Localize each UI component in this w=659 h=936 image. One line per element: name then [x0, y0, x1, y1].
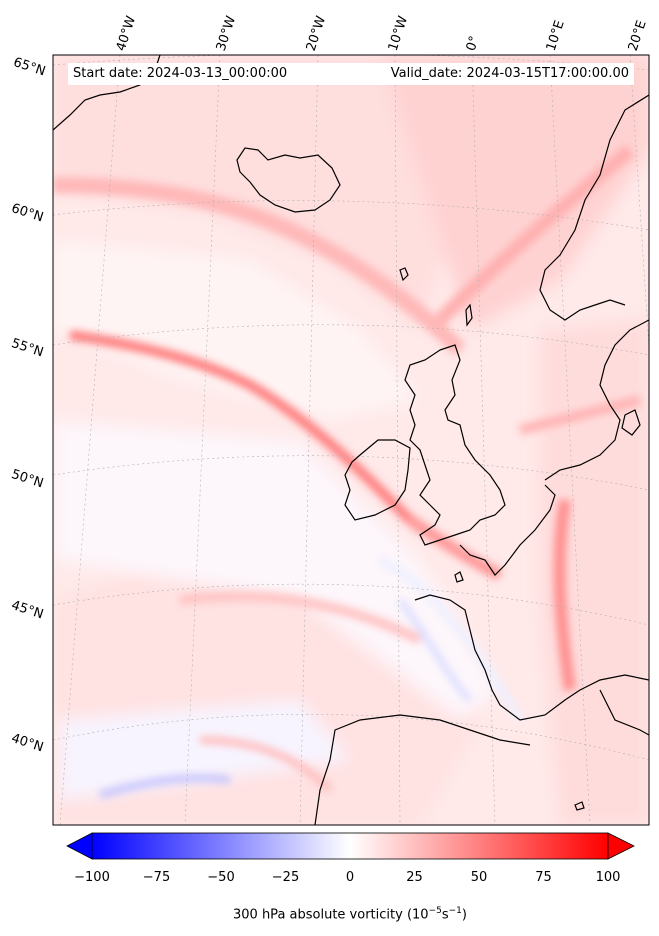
denmark-coast — [544, 319, 649, 481]
start-date-text: Start date: 2024-03-13_00:00:00 — [73, 66, 288, 81]
colorbar-tick: 75 — [535, 870, 552, 885]
colorbar-tick: −50 — [207, 870, 235, 885]
colorbar-tick: 25 — [406, 870, 423, 885]
colorbar-max-extend — [607, 832, 635, 860]
channel-coast — [459, 484, 556, 576]
channel-island — [454, 571, 464, 583]
mediterranean-coast — [599, 689, 649, 736]
colorbar-gradient — [91, 832, 609, 860]
biscay-coast — [414, 594, 649, 721]
map-area — [53, 55, 649, 825]
colorbar-label-exp1: −5 — [428, 906, 442, 916]
map-frame — [52, 54, 650, 826]
colorbar-tick: 50 — [470, 870, 488, 885]
colorbar-tick: 100 — [595, 870, 621, 885]
britain-coast — [404, 344, 506, 546]
balearic-island — [574, 801, 585, 811]
colorbar-label-exp2: −1 — [448, 906, 462, 916]
norway-coast — [539, 94, 649, 321]
colorbar-tick: −25 — [271, 870, 300, 885]
iberia-north-coast — [314, 714, 531, 825]
colorbar-label-mid: s — [441, 907, 449, 923]
graticule — [53, 55, 649, 825]
colorbar-min-extend — [66, 832, 93, 860]
ireland-coast — [344, 439, 411, 521]
colorbar-label-end: ) — [461, 907, 467, 923]
zealand-coast — [621, 409, 641, 436]
colorbar-label: 300 hPa absolute vorticity (10−5s−1) — [0, 906, 659, 922]
vorticity-bands — [53, 144, 642, 799]
valid-date-text: Valid_date: 2024-03-15T17:00:00.00 — [390, 66, 629, 81]
colorbar — [66, 832, 635, 860]
coastlines — [53, 55, 649, 825]
info-header: Start date: 2024-03-13_00:00:00 Valid_da… — [68, 63, 634, 85]
faroe-coast — [399, 267, 409, 282]
iceland-coast — [236, 147, 341, 213]
colorbar-tick: 0 — [345, 870, 355, 885]
shetland-coast — [465, 303, 473, 327]
colorbar-label-main: 300 hPa absolute vorticity (10 — [233, 907, 429, 923]
colorbar-tick: −75 — [142, 870, 171, 885]
colorbar-tick: −100 — [74, 870, 110, 885]
